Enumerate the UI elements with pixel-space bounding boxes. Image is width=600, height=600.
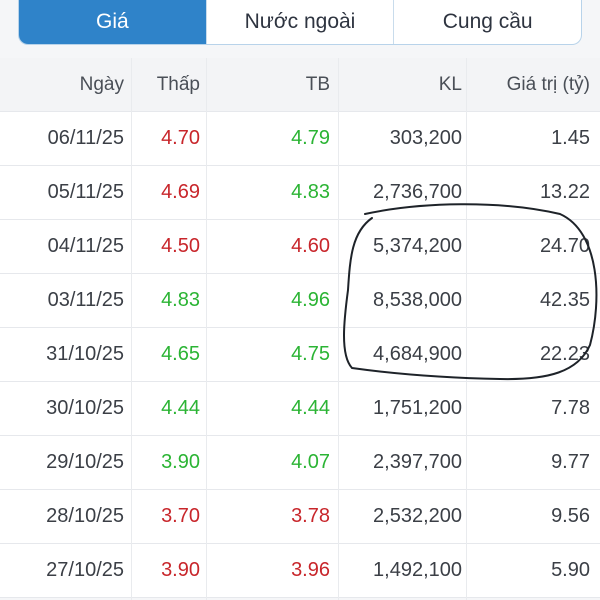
row-avg-price: 3.78 [291,505,330,527]
row-date: 28/10/25 [46,505,124,527]
row-value: 42.35 [539,289,590,311]
row-avg-price: 3.96 [291,559,330,581]
row-value: 9.56 [551,505,590,527]
table-row[interactable]: 05/11/25 4.69 4.83 2,736,700 13.22 [0,166,600,220]
column-header-avg: TB [305,73,330,95]
row-low-price: 4.50 [161,235,200,257]
row-low-price: 3.90 [161,559,200,581]
table-row[interactable]: 28/10/25 3.70 3.78 2,532,200 9.56 [0,490,600,544]
row-date: 05/11/25 [47,181,124,203]
row-volume: 2,532,200 [373,505,462,527]
column-divider [206,58,207,600]
row-avg-price: 4.79 [291,127,330,149]
row-date: 27/10/25 [46,559,124,581]
row-value: 24.70 [539,235,590,257]
row-low-price: 4.44 [161,397,200,419]
table-row[interactable]: 04/11/25 4.50 4.60 5,374,200 24.70 [0,220,600,274]
row-date: 30/10/25 [46,397,124,419]
table-row[interactable]: 06/11/25 4.70 4.79 303,200 1.45 [0,112,600,166]
column-divider [338,58,339,600]
row-date: 04/11/25 [47,235,124,257]
row-avg-price: 4.75 [291,343,330,365]
table-row[interactable]: 03/11/25 4.83 4.96 8,538,000 42.35 [0,274,600,328]
row-low-price: 4.69 [161,181,200,203]
row-volume: 1,751,200 [373,397,462,419]
row-date: 31/10/25 [46,343,124,365]
row-value: 22.23 [539,343,590,365]
table-row[interactable]: 30/10/25 4.44 4.44 1,751,200 7.78 [0,382,600,436]
row-value: 1.45 [551,127,590,149]
row-volume: 4,684,900 [373,343,462,365]
row-date: 29/10/25 [46,451,124,473]
row-volume: 8,538,000 [373,289,462,311]
tab-cung-cau[interactable]: Cung cầu [393,0,581,44]
row-low-price: 3.90 [161,451,200,473]
row-volume: 303,200 [389,127,462,149]
table-row[interactable]: 29/10/25 3.90 4.07 2,397,700 9.77 [0,436,600,490]
column-header-volume: KL [438,73,462,95]
column-header-low: Thấp [156,73,200,95]
row-value: 9.77 [551,451,590,473]
row-value: 13.22 [539,181,590,203]
tab-bar: Giá Nước ngoài Cung cầu [18,0,582,45]
column-divider [131,58,132,600]
price-history-table: Ngày Thấp TB KL Giá trị (tỷ) 06/11/25 4.7… [0,58,600,598]
row-low-price: 3.70 [161,505,200,527]
row-avg-price: 4.60 [291,235,330,257]
row-low-price: 4.70 [161,127,200,149]
row-low-price: 4.83 [161,289,200,311]
table-header: Ngày Thấp TB KL Giá trị (tỷ) [0,58,600,112]
row-avg-price: 4.07 [291,451,330,473]
row-volume: 5,374,200 [373,235,462,257]
row-value: 5.90 [551,559,590,581]
table-row[interactable]: 31/10/25 4.65 4.75 4,684,900 22.23 [0,328,600,382]
tab-gia[interactable]: Giá [19,0,206,44]
table-body: 06/11/25 4.70 4.79 303,200 1.45 05/11/25 4.69 4… [0,112,600,598]
row-avg-price: 4.44 [291,397,330,419]
tab-nuoc-ngoai[interactable]: Nước ngoài [205,0,394,44]
row-volume: 2,736,700 [373,181,462,203]
row-low-price: 4.65 [161,343,200,365]
row-avg-price: 4.96 [291,289,330,311]
row-avg-price: 4.83 [291,181,330,203]
row-date: 06/11/25 [47,127,124,149]
column-header-date: Ngày [79,73,124,95]
row-value: 7.78 [551,397,590,419]
row-volume: 1,492,100 [373,559,462,581]
table-row[interactable]: 27/10/25 3.90 3.96 1,492,100 5.90 [0,544,600,598]
row-date: 03/11/25 [47,289,124,311]
row-volume: 2,397,700 [373,451,462,473]
column-header-value: Giá trị (tỷ) [506,73,590,95]
column-divider [466,58,467,600]
